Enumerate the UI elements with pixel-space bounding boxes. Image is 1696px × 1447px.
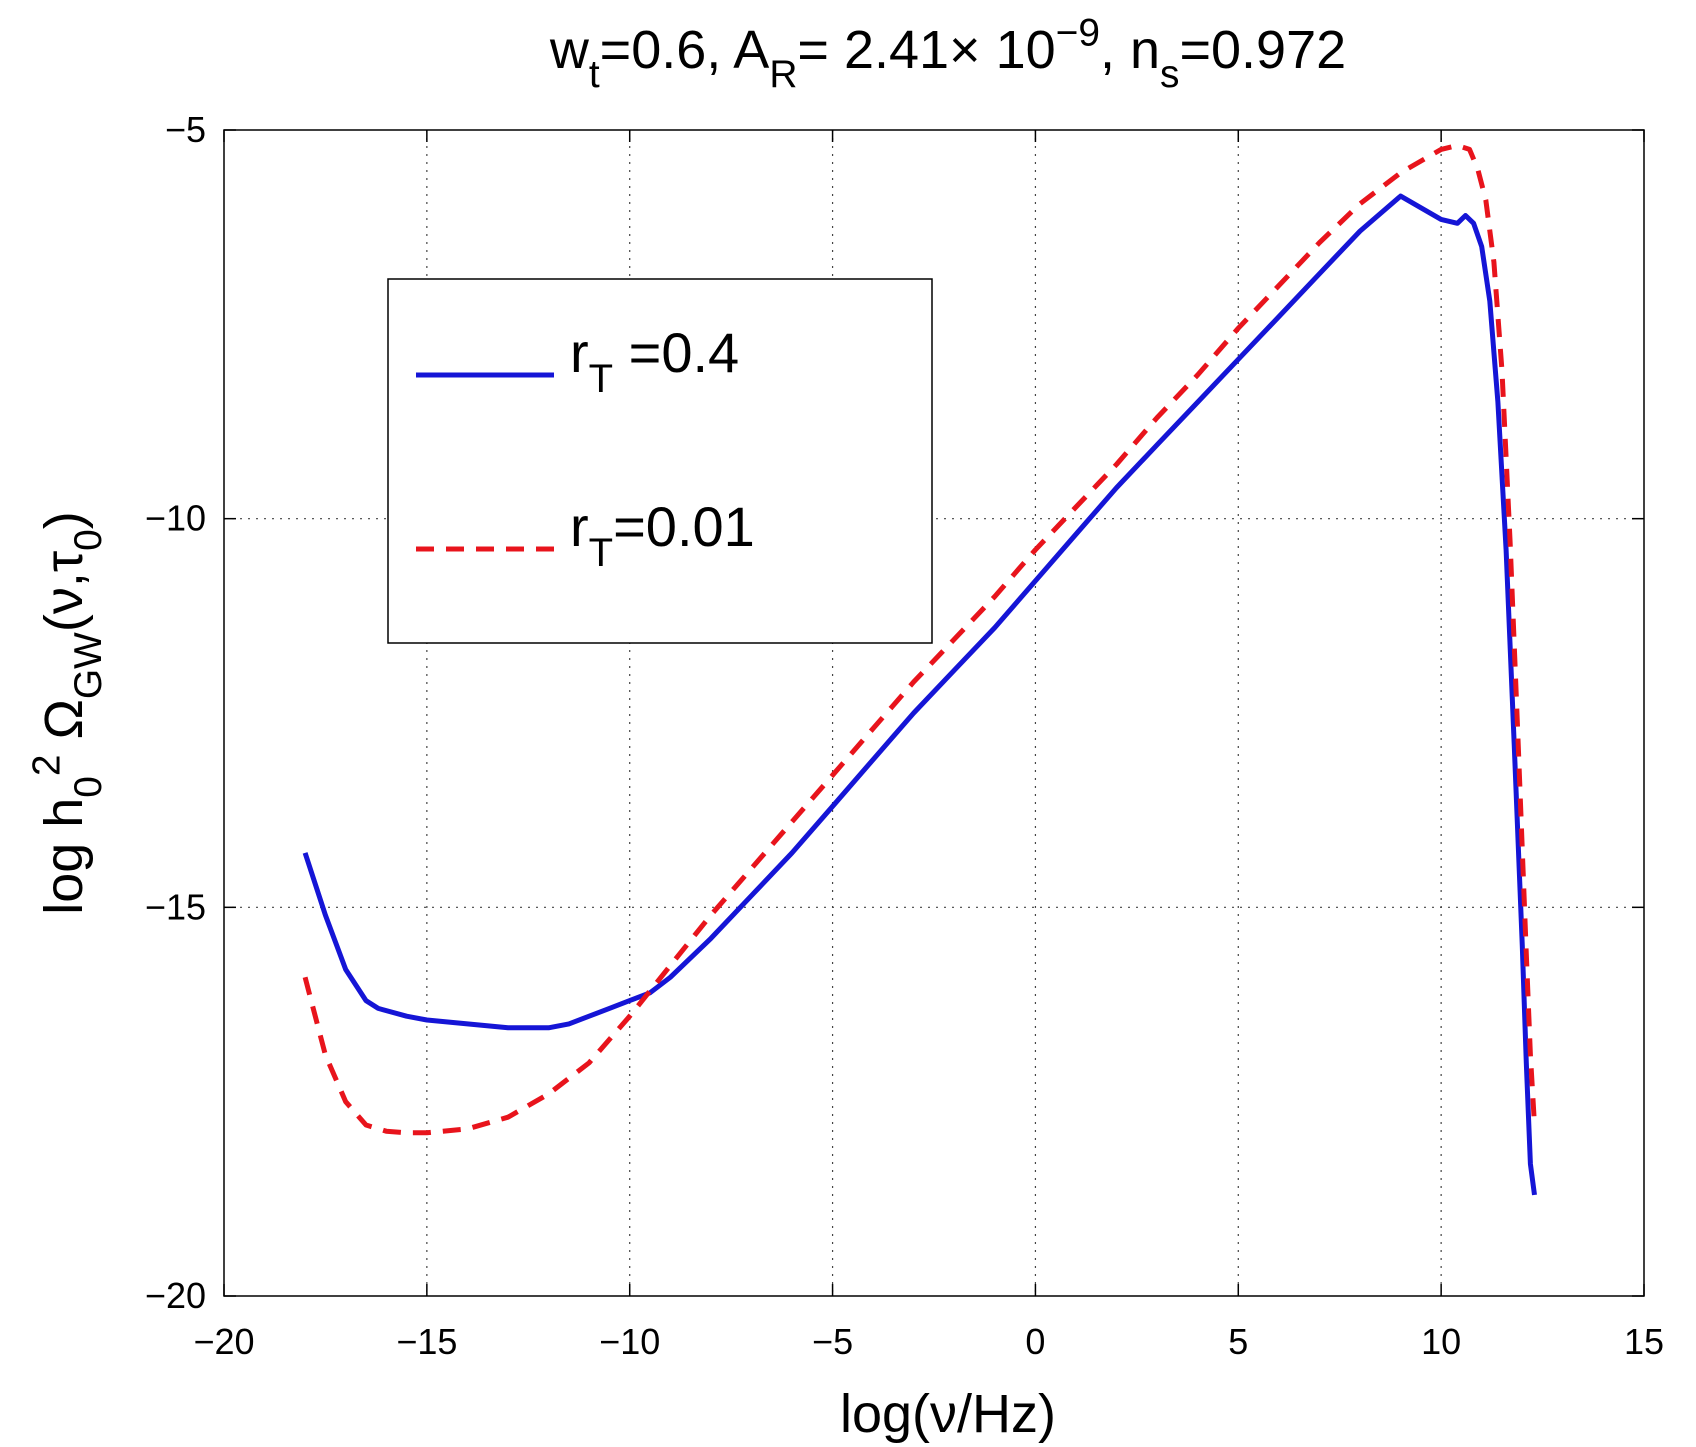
text-part-3: R — [769, 53, 797, 96]
plot-frame — [223, 129, 1645, 1297]
series-line-0 — [302, 193, 1537, 1196]
y-tick-labels: −20 −15 −10 −5 — [145, 109, 206, 1316]
x-axis-label: log(ν/Hz) — [840, 1384, 1056, 1444]
x-tick-label: −10 — [599, 1321, 660, 1362]
text-part-7: s — [1160, 53, 1179, 96]
text-part-3: Ω — [34, 699, 94, 754]
x-tick-label: 15 — [1624, 1321, 1664, 1362]
y-tick-label: −15 — [145, 886, 206, 927]
text-part-1: 0 — [67, 776, 110, 798]
x-tick-label: −5 — [812, 1321, 853, 1362]
x-tick-label: 5 — [1228, 1321, 1248, 1362]
text-part-8: =0.972 — [1179, 20, 1346, 80]
series-layer — [302, 143, 1537, 1196]
text-part-6: , n — [1100, 20, 1160, 80]
text-part-7: ) — [34, 511, 94, 529]
y-tick-label: −5 — [165, 109, 206, 150]
legend-label-main: r — [570, 321, 589, 384]
legend-label-rest: =0.01 — [613, 495, 755, 558]
text-part-0: w — [549, 20, 590, 80]
y-tick-label: −20 — [145, 1275, 206, 1316]
legend: rT =0.4 rT=0.01 — [387, 278, 933, 644]
legend-box — [387, 278, 933, 644]
ticks — [223, 129, 1645, 1297]
text-part-5: (ν,τ — [34, 551, 94, 632]
x-tick-label: −20 — [193, 1321, 254, 1362]
text-part-6: 0 — [67, 529, 110, 551]
legend-label-rest: =0.4 — [613, 321, 739, 384]
series-line-1 — [302, 143, 1537, 1136]
legend-label-sub: T — [589, 531, 613, 575]
x-tick-label: −15 — [396, 1321, 457, 1362]
x-tick-labels: −20 −15 −10 −5 0 5 10 15 — [193, 1321, 1664, 1362]
text-part-2: =0.6, A — [600, 20, 770, 80]
text-part-1: t — [589, 53, 600, 96]
text-part-5: −9 — [1056, 11, 1100, 54]
x-tick-label: 10 — [1421, 1321, 1461, 1362]
text-part-0: log h — [34, 798, 94, 915]
y-tick-label: −10 — [145, 498, 206, 539]
text-part-4: = 2.41× 10 — [797, 20, 1055, 80]
x-tick-label: 0 — [1025, 1321, 1045, 1362]
legend-label-main: r — [570, 495, 589, 558]
legend-label-rt-0.4: rT =0.4 — [570, 321, 739, 401]
text-part-2: 2 — [25, 754, 68, 776]
legend-label-rt-0.01: rT=0.01 — [570, 495, 755, 575]
y-axis-label: log h02 ΩGW(ν,τ0) — [25, 511, 110, 915]
legend-label-sub: T — [589, 357, 613, 401]
chart-title: wt=0.6, AR= 2.41× 10−9, ns=0.972 — [549, 11, 1346, 96]
text-part-4: GW — [67, 632, 110, 699]
